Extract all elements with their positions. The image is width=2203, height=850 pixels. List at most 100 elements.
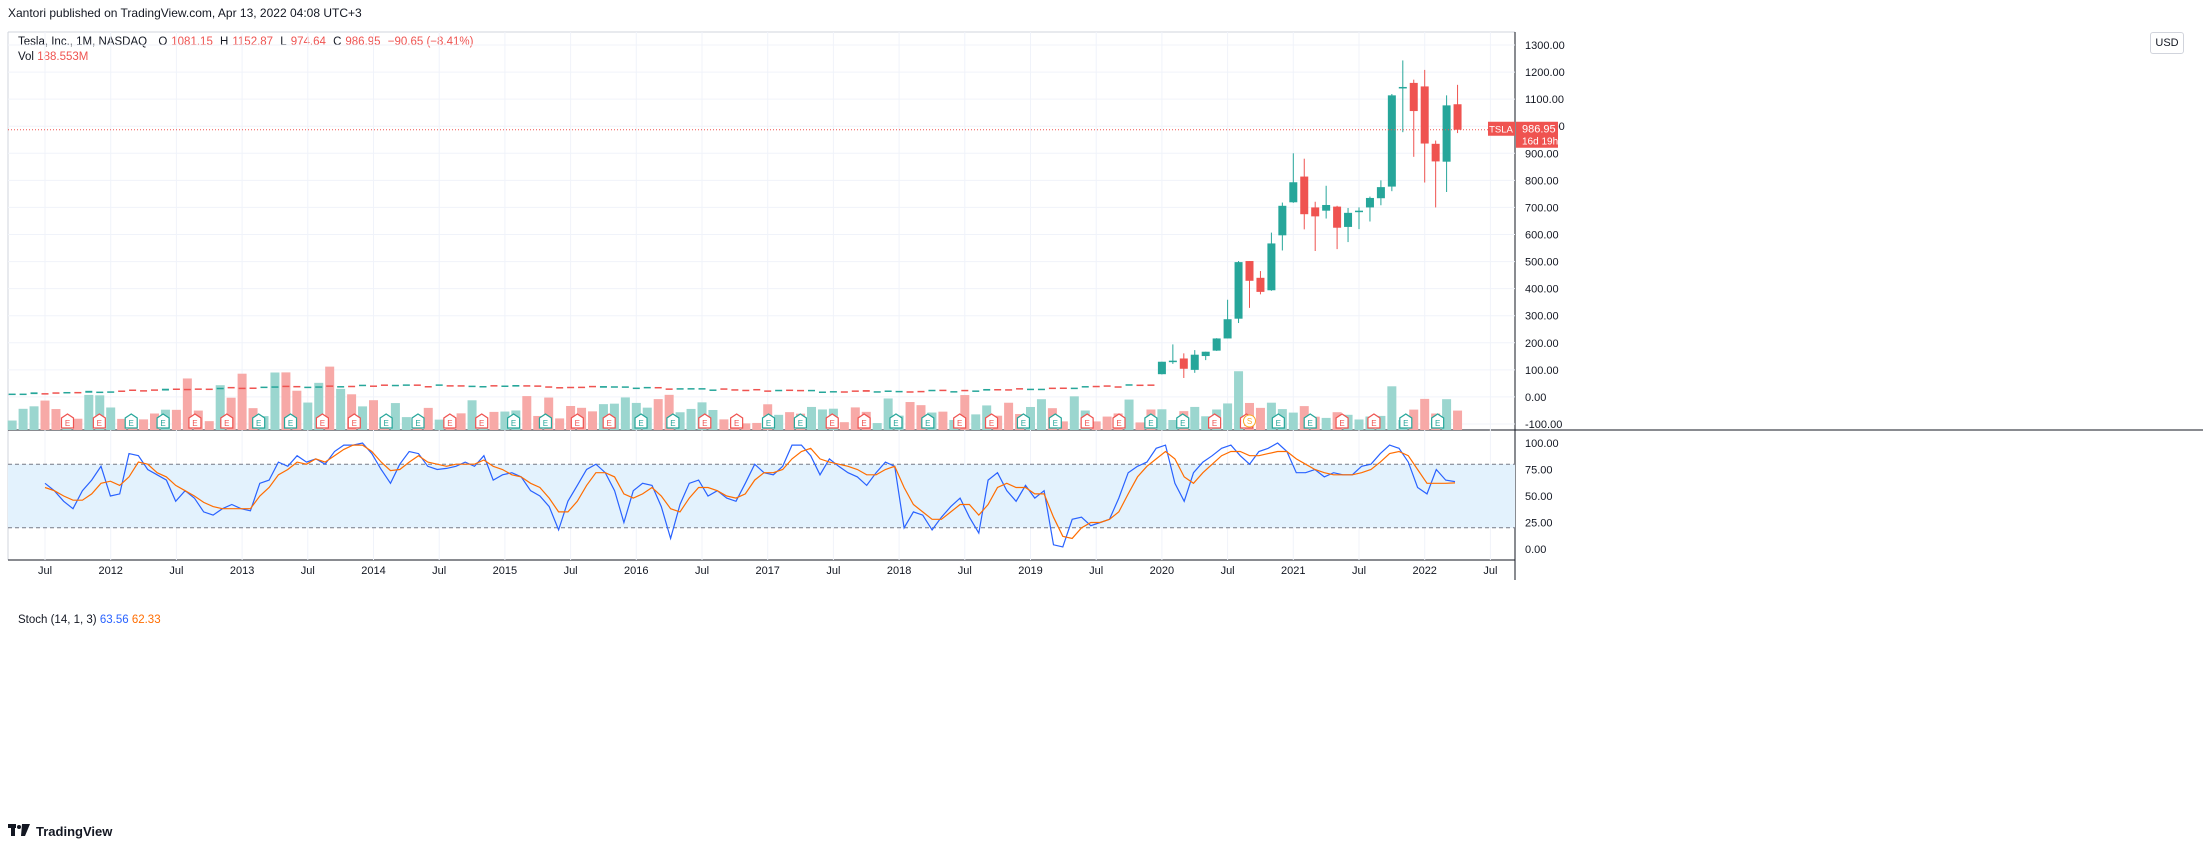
volume-bar — [1201, 416, 1211, 430]
candle-body — [1431, 143, 1440, 162]
volume-bar — [106, 407, 116, 430]
price-chart[interactable]: 1300.001200.001100.001000.00900.00800.00… — [0, 0, 2203, 820]
earnings-marker-icon — [92, 413, 106, 429]
volume-bar — [1091, 421, 1101, 430]
candle-body — [227, 386, 235, 389]
candle-body — [96, 391, 104, 394]
volume-bar — [686, 408, 696, 430]
earnings-marker-label: E — [415, 419, 420, 428]
candle-body — [1092, 385, 1100, 388]
volume-bar — [708, 409, 718, 430]
price-tick-label: 600.00 — [1525, 230, 1559, 242]
candle-body — [282, 385, 290, 388]
earnings-marker-label: E — [65, 419, 70, 428]
earnings-marker-icon — [538, 413, 553, 429]
earnings-marker-label: E — [97, 419, 102, 428]
candle-body — [665, 388, 673, 390]
earnings-marker-label: E — [1116, 419, 1121, 428]
volume-bar — [544, 397, 554, 430]
candle-body — [786, 389, 794, 392]
candle-body — [1037, 388, 1045, 391]
earnings-marker-icon — [602, 413, 616, 429]
earnings-marker-label: E — [447, 419, 452, 428]
candle-body — [172, 388, 180, 391]
volume-bar — [84, 394, 94, 430]
earnings-marker-label: E — [479, 419, 484, 428]
candle-body — [556, 387, 564, 389]
earnings-marker-label: E — [1276, 419, 1281, 428]
candle-body — [370, 385, 377, 387]
volume-legend: Vol 188.553M — [18, 51, 88, 63]
candle-body — [753, 388, 761, 391]
candle-body — [643, 386, 651, 389]
candle-body — [1398, 86, 1407, 89]
earnings-marker-icon — [411, 413, 425, 429]
stoch-tick-label: 0.00 — [1525, 544, 1546, 556]
candles — [8, 60, 1462, 396]
candle-body — [523, 385, 531, 387]
earnings-marker-icon — [761, 413, 776, 429]
price-tick-label: 500.00 — [1525, 257, 1559, 269]
stoch-band — [8, 464, 1515, 528]
earnings-marker-icon — [443, 413, 457, 429]
candle-body — [391, 384, 399, 387]
volume-bar — [664, 394, 674, 430]
earnings-marker-icon — [889, 413, 903, 429]
volume-bar — [905, 402, 915, 430]
earnings-marker-icon — [1112, 413, 1126, 429]
candle-body — [1289, 182, 1298, 203]
volume-bar — [390, 403, 400, 430]
candle-body — [1387, 95, 1396, 187]
open-label: O — [158, 36, 168, 48]
earnings-marker-icon — [825, 413, 839, 429]
volume-bar — [226, 397, 236, 430]
volume-bar — [281, 372, 291, 430]
price-tick-label: 200.00 — [1525, 338, 1559, 350]
currency-button[interactable]: USD — [2150, 32, 2184, 54]
candle-body — [1081, 386, 1089, 388]
time-tick-label: Jul — [1352, 565, 1366, 577]
volume-bar — [325, 366, 335, 430]
close-label: C — [333, 36, 342, 48]
candle-body — [183, 388, 191, 391]
volume-bar — [960, 395, 970, 430]
earnings-marker-label: E — [1053, 419, 1058, 428]
candle-body — [687, 388, 695, 390]
volume-bar — [51, 409, 61, 430]
volume-bar — [620, 397, 630, 430]
earnings-marker-icon — [1144, 413, 1158, 429]
candle-body — [501, 385, 509, 387]
volume-bar — [1168, 420, 1178, 430]
candle-body — [52, 392, 60, 394]
price-tick-label: 0.00 — [1525, 392, 1546, 404]
volume-bar — [785, 412, 795, 430]
earnings-marker-icon — [634, 413, 648, 429]
candle-body — [1103, 385, 1111, 387]
volume-bar — [303, 402, 313, 430]
candle-body — [676, 388, 684, 390]
candle-body — [1420, 86, 1429, 144]
candle-body — [873, 391, 881, 393]
volume-bar — [1420, 398, 1430, 430]
volume-bar — [555, 418, 565, 430]
volume-bar — [774, 414, 784, 430]
earnings-marker-label: E — [702, 419, 707, 428]
candle-body — [63, 391, 71, 394]
candle-body — [1267, 243, 1276, 291]
footer-brand[interactable]: TradingView — [36, 824, 113, 839]
volume-bar — [719, 419, 729, 430]
earnings-marker-label: E — [861, 419, 866, 428]
volume-value: 188.553M — [37, 51, 89, 63]
time-tick-label: Jul — [432, 565, 446, 577]
candle-body — [140, 390, 148, 392]
time-tick-label: Jul — [169, 565, 183, 577]
volume-bar — [150, 413, 159, 430]
candle-body — [1016, 388, 1024, 390]
candle-body — [107, 391, 115, 393]
candle-body — [950, 391, 958, 393]
volume-bar — [314, 382, 324, 430]
candle-body — [1453, 104, 1462, 130]
split-marker-label: S — [1247, 417, 1252, 426]
price-tick-label: 400.00 — [1525, 284, 1559, 296]
volume-bar — [489, 411, 499, 430]
